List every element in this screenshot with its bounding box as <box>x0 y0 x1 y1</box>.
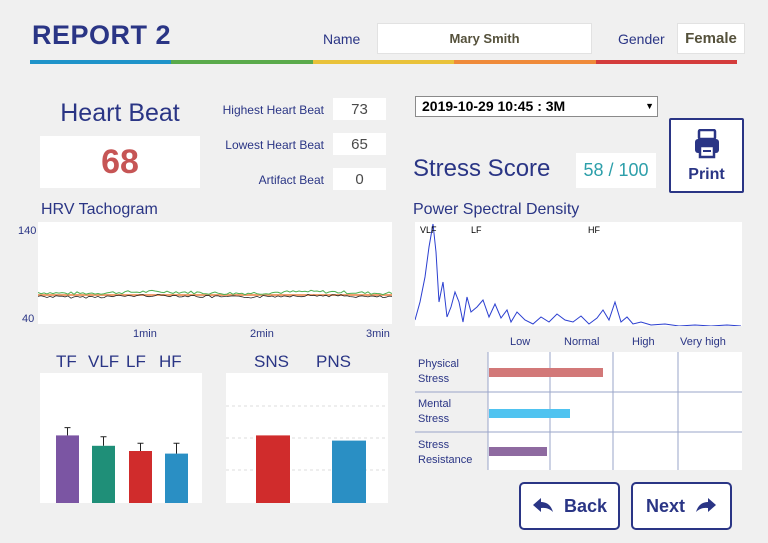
level-header-low: Low <box>510 336 531 348</box>
heart-beat-value: 68 <box>40 136 200 188</box>
vlf-bar-error <box>100 436 107 446</box>
header-divider <box>30 60 738 64</box>
tf-bar <box>56 435 79 503</box>
next-button[interactable]: Next <box>631 482 732 530</box>
tf-bar-error <box>64 427 71 436</box>
session-select-value: 2019-10-29 10:45 : 3M <box>422 98 566 114</box>
printer-icon <box>695 129 719 159</box>
lowest-heart-beat-label: Lowest Heart Beat <box>225 138 324 152</box>
print-button[interactable]: Print <box>669 118 744 193</box>
page-title: REPORT 2 <box>32 20 172 50</box>
physical-stress-label: Physical Stress <box>418 358 459 385</box>
back-button[interactable]: Back <box>519 482 620 530</box>
hrv-y-min-label: 40 <box>22 313 35 325</box>
artifact-beat-value: 0 <box>333 168 386 190</box>
hrv-x-tick-2: 2min <box>250 328 274 340</box>
rainbow-segment <box>595 60 738 64</box>
gender-field[interactable]: Female <box>677 23 745 54</box>
stress-score-title: Stress Score <box>413 155 551 182</box>
hrv-tachogram-chart <box>37 222 393 324</box>
highest-heart-beat-label: Highest Heart Beat <box>222 103 324 117</box>
mental-stress-bar <box>489 409 570 418</box>
rainbow-segment <box>171 60 313 64</box>
psd-line <box>414 223 742 327</box>
name-field[interactable]: Mary Smith <box>377 23 592 54</box>
hrv-x-tick-1: 1min <box>133 328 157 340</box>
lf-label: LF <box>126 352 146 371</box>
stress-score-value: 58 / 100 <box>576 153 656 188</box>
rainbow-segment <box>312 60 455 64</box>
forward-arrow-icon <box>696 498 716 512</box>
rainbow-segment <box>30 60 172 64</box>
name-label: Name <box>323 31 361 47</box>
back-arrow-icon <box>532 498 553 512</box>
frequency-bar-chart <box>40 373 202 503</box>
psd-chart: VLF LF HF <box>414 222 742 327</box>
level-header-normal: Normal <box>564 336 600 348</box>
hf-bar <box>165 453 188 503</box>
stress-resistance-label: Stress Resistance <box>418 439 473 466</box>
lowest-heart-beat-value: 65 <box>333 133 386 155</box>
print-button-label: Print <box>688 166 725 183</box>
hrv-tachogram-title: HRV Tachogram <box>41 201 158 218</box>
hrv-trend-line <box>37 293 393 299</box>
ans-bar-chart <box>226 373 388 503</box>
level-header-very-high: Very high <box>680 336 726 348</box>
highest-heart-beat-value: 73 <box>333 98 386 120</box>
mental-stress-label: Mental Stress <box>418 398 452 425</box>
sns-label: SNS <box>254 352 289 371</box>
session-select[interactable]: 2019-10-29 10:45 : 3M ▼ <box>415 96 658 117</box>
gender-label: Gender <box>618 31 665 47</box>
next-button-label: Next <box>645 495 685 516</box>
hrv-y-max-label: 140 <box>18 225 37 237</box>
stress-level-table: Physical Stress Mental Stress Stress Resist… <box>415 352 742 470</box>
vlf-bar <box>92 445 115 503</box>
artifact-beat-label: Artifact Beat <box>258 173 324 187</box>
psd-band-vlf: VLF <box>420 225 437 235</box>
hf-bar-error <box>173 442 180 454</box>
pns-label: PNS <box>316 352 351 371</box>
psd-band-lf: LF <box>471 225 482 235</box>
vlf-label: VLF <box>88 352 120 371</box>
stress-resistance-bar <box>489 447 547 456</box>
hrv-x-tick-3: 3min <box>366 328 390 340</box>
sns-bar <box>256 435 290 503</box>
back-button-label: Back <box>563 495 608 516</box>
dropdown-arrow-icon[interactable]: ▼ <box>645 101 654 111</box>
tf-label: TF <box>56 352 77 371</box>
pns-bar <box>332 440 366 503</box>
hf-label: HF <box>159 352 182 371</box>
physical-stress-bar <box>489 368 603 377</box>
level-header-high: High <box>632 336 655 348</box>
psd-band-hf: HF <box>588 225 600 235</box>
psd-title: Power Spectral Density <box>413 201 580 218</box>
rainbow-segment <box>454 60 596 64</box>
lf-bar-error <box>137 442 144 451</box>
heart-beat-title: Heart Beat <box>60 99 180 127</box>
lf-bar <box>129 451 152 503</box>
hrv-series-line <box>37 289 393 296</box>
